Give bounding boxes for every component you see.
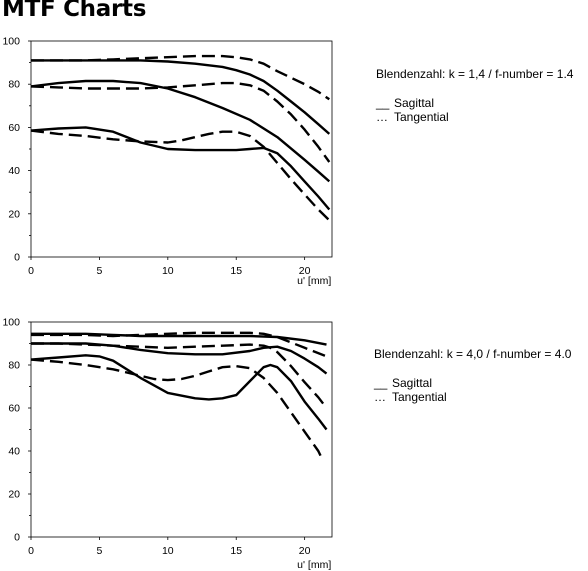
- series-line-sagittal: [30, 126, 331, 211]
- legend-label-tangential: Tangential: [392, 390, 447, 404]
- y-tick-label: 0: [14, 252, 20, 264]
- legend-label-sagittal: Sagittal: [394, 96, 435, 110]
- chart-legend-f1-4: Blendenzahl: k = 1,4 / f-number = 1.4 __…: [376, 67, 573, 124]
- fnumber-label: Blendenzahl: k = 4,0 / f-number = 4.0: [374, 347, 572, 361]
- series-line-tangential: [30, 129, 331, 222]
- y-tick-label: 60: [8, 122, 20, 134]
- page-title: MTF Charts: [2, 0, 147, 22]
- mtf-chart-f4-0: 0 20 40 60 80 100 0 5 10 15 20 u' [mm]: [2, 317, 333, 571]
- legend-label-tangential: Tangential: [394, 110, 449, 124]
- y-tick-label: 80: [8, 79, 20, 91]
- series-line-sagittal: [30, 79, 331, 183]
- x-axis-label: u' [mm]: [297, 275, 331, 287]
- y-tick-label: 100: [2, 36, 20, 48]
- solid-line-symbol: __: [376, 96, 390, 110]
- x-tick-label: 0: [28, 545, 34, 557]
- series-line-tangential: [31, 54, 330, 101]
- y-tick-label: 40: [8, 165, 20, 177]
- y-tick-label: 60: [8, 403, 20, 415]
- legend-item-sagittal: __ Sagittal: [374, 376, 571, 390]
- x-tick-label: 5: [96, 545, 102, 557]
- chart-legend-f4-0: Blendenzahl: k = 4,0 / f-number = 4.0 __…: [374, 347, 571, 404]
- legend-item-tangential: … Tangential: [376, 110, 573, 124]
- y-tick-label: 20: [8, 208, 20, 220]
- y-tick-label: 100: [2, 317, 20, 329]
- solid-line-symbol: __: [374, 376, 388, 390]
- x-tick-label: 10: [162, 545, 174, 557]
- x-tick-label: 20: [299, 265, 311, 277]
- series-line-tangential: [31, 331, 327, 358]
- fnumber-label: Blendenzahl: k = 1,4 / f-number = 1.4: [376, 67, 574, 81]
- y-tick-label: 0: [14, 532, 20, 544]
- series-line-sagittal: [30, 354, 328, 431]
- series-line-tangential: [30, 81, 331, 163]
- y-tick-label: 80: [8, 360, 20, 372]
- y-tick-label: 40: [8, 446, 20, 458]
- legend-item-tangential: … Tangential: [374, 390, 571, 404]
- legend-item-sagittal: __ Sagittal: [376, 96, 573, 110]
- y-tick-label: 20: [8, 489, 20, 501]
- x-axis-label: u' [mm]: [297, 559, 331, 571]
- x-tick-label: 0: [28, 265, 34, 277]
- dotted-line-symbol: …: [376, 110, 388, 124]
- x-tick-label: 15: [230, 265, 242, 277]
- x-tick-label: 5: [96, 265, 102, 277]
- x-tick-label: 15: [230, 545, 242, 557]
- series-line-tangential: [31, 342, 328, 409]
- legend-label-sagittal: Sagittal: [392, 376, 433, 390]
- series-line-tangential: [30, 358, 324, 461]
- x-tick-label: 10: [162, 265, 174, 277]
- dotted-line-symbol: …: [374, 390, 386, 404]
- x-tick-label: 20: [299, 545, 311, 557]
